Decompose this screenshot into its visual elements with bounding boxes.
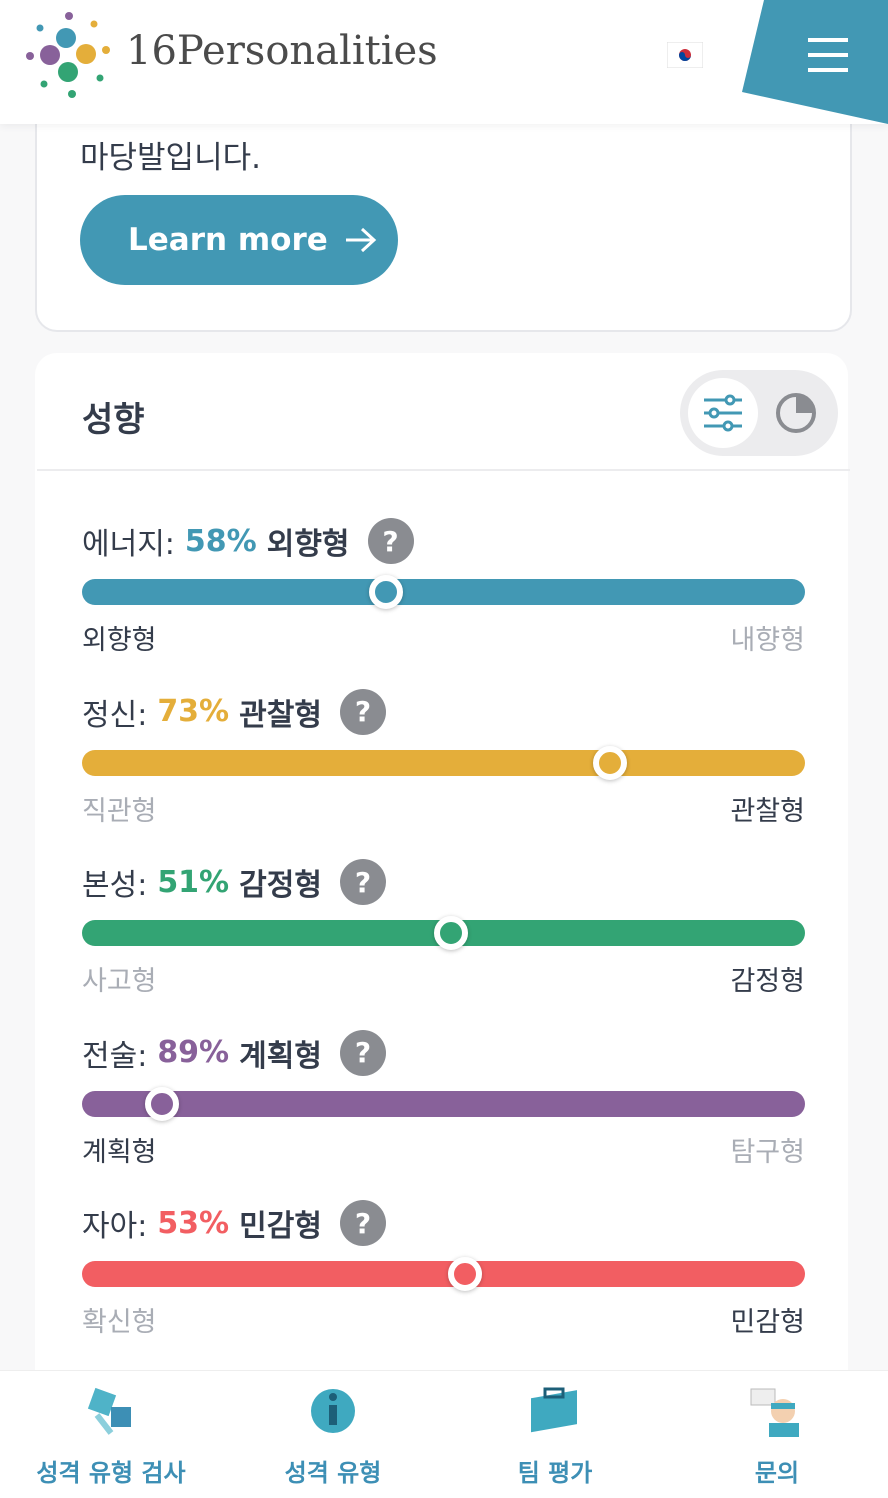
pole-right: 관찰형 [730, 795, 805, 827]
help-icon[interactable]: ? [339, 1200, 386, 1246]
trait-label: 에너지: [82, 527, 175, 562]
nav-icon [531, 1387, 577, 1433]
trait-knob[interactable] [144, 1086, 179, 1121]
header: 16Personalities [0, 0, 888, 124]
trait-knob[interactable] [433, 916, 468, 950]
pole-left: 직관형 [82, 795, 157, 827]
trait-type: 외향형 [266, 527, 350, 562]
help-icon[interactable]: ? [339, 688, 386, 735]
arrow-icon [345, 227, 376, 253]
card-title: 성향 [82, 400, 145, 440]
pole-right: 내향형 [730, 625, 805, 656]
pole-left: 확신형 [82, 1307, 157, 1338]
button-label: Learn more [128, 222, 328, 258]
nav-item[interactable]: 팀 평가 [444, 1371, 666, 1498]
nav-item[interactable]: 성격 유형 검사 [0, 1371, 222, 1498]
trait-percent: 51% [157, 864, 230, 900]
pole-left: 사고형 [82, 966, 157, 997]
logo-text[interactable]: 16Personalities [126, 28, 438, 74]
trait-bar [82, 1090, 805, 1117]
pole-right: 민감형 [730, 1307, 805, 1338]
trait-type: 관찰형 [239, 697, 322, 733]
trait-type: 민감형 [239, 1209, 322, 1244]
language-flag[interactable] [667, 42, 703, 68]
intro-text: 마당발입니다. [80, 140, 261, 176]
trait-title: 본성: 51% 감정형? [82, 859, 386, 905]
pole-left: 계획형 [82, 1136, 157, 1168]
logo-icon [26, 12, 110, 98]
nav-icon [311, 1389, 355, 1433]
trait-bar [82, 579, 805, 605]
trait-knob[interactable] [368, 575, 403, 609]
bottom-nav: 성격 유형 검사 성격 유형 팀 평가 문의 [0, 1370, 888, 1498]
nav-item[interactable]: 문의 [666, 1371, 888, 1498]
pole-right: 감정형 [730, 966, 805, 997]
trait-bar [82, 1261, 805, 1287]
nav-label: 문의 [754, 1459, 800, 1487]
help-icon[interactable]: ? [367, 518, 414, 564]
nav-label: 팀 평가 [517, 1459, 593, 1487]
trait-type: 계획형 [239, 1038, 322, 1074]
nav-icon [750, 1388, 799, 1437]
trait-knob[interactable] [448, 1257, 483, 1291]
pole-left: 외향형 [82, 625, 157, 656]
trait-bar [82, 749, 805, 776]
divider [37, 469, 850, 471]
help-icon[interactable]: ? [339, 1029, 386, 1076]
trait-knob[interactable] [592, 745, 627, 780]
pole-right: 탐구형 [730, 1136, 805, 1168]
trait-percent: 89% [157, 1035, 230, 1070]
view-toggle[interactable] [680, 370, 838, 456]
nav-item[interactable]: 성격 유형 [222, 1371, 444, 1498]
trait-title: 자아: 53% 민감형? [82, 1200, 386, 1246]
learn-more-button[interactable]: Learn more [80, 195, 398, 285]
trait-percent: 58% [184, 523, 257, 559]
nav-label: 성격 유형 [284, 1459, 382, 1487]
trait-label: 자아: [82, 1209, 148, 1244]
trait-label: 본성: [82, 868, 148, 903]
trait-title: 전술: 89% 계획형? [82, 1029, 386, 1076]
trait-type: 감정형 [239, 868, 322, 903]
help-icon[interactable]: ? [339, 859, 386, 905]
trait-percent: 53% [157, 1205, 230, 1241]
trait-percent: 73% [157, 694, 230, 729]
trait-title: 정신: 73% 관찰형? [82, 688, 386, 735]
trait-title: 에너지: 58% 외향형? [82, 518, 414, 564]
nav-label: 성격 유형 검사 [36, 1459, 186, 1487]
nav-icon [87, 1387, 131, 1435]
trait-label: 전술: [82, 1038, 148, 1074]
menu-button[interactable] [742, 0, 888, 124]
trait-label: 정신: [82, 697, 148, 733]
